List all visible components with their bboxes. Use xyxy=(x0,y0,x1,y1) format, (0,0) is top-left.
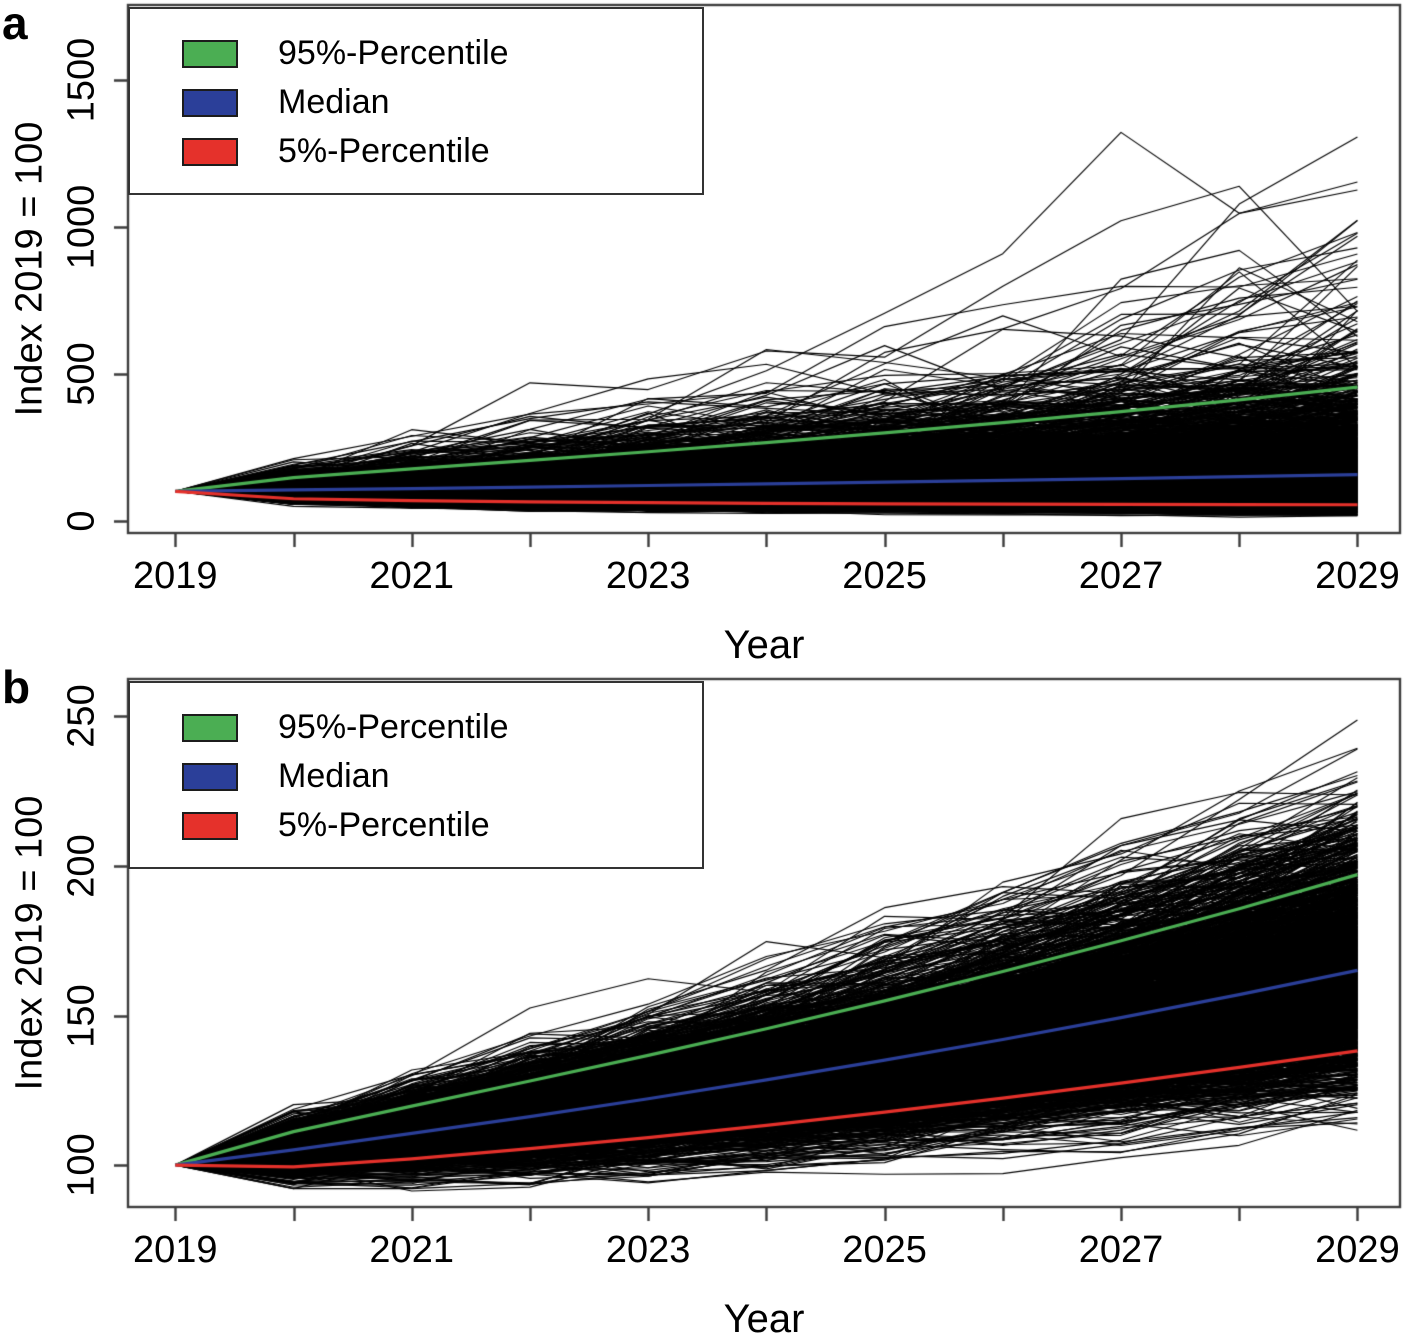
x-tick-label: 2023 xyxy=(605,555,691,597)
legend-item-median: Median xyxy=(130,78,702,127)
x-tick-label: 2027 xyxy=(1078,1229,1164,1271)
x-tick-label: 2025 xyxy=(842,555,927,597)
y-tick-label: 200 xyxy=(60,834,103,898)
x-tick-label: 2025 xyxy=(842,1229,927,1271)
legend-label: Median xyxy=(278,757,390,795)
legend-label: 95%-Percentile xyxy=(278,708,509,746)
legend-label: 5%-Percentile xyxy=(278,132,490,170)
x-tick-label: 2019 xyxy=(133,555,218,597)
x-tick-label: 2023 xyxy=(605,1229,691,1271)
x-tick-label: 2019 xyxy=(133,1229,218,1271)
panel-label-a: a xyxy=(2,0,28,49)
legend-swatch-95-percentile-icon xyxy=(182,713,238,742)
y-tick-label: 250 xyxy=(60,684,103,749)
y-tick-label: 150 xyxy=(60,983,103,1048)
y-tick-label: 500 xyxy=(60,342,103,406)
legend-item-95-percentile: 95%-Percentile xyxy=(130,29,702,78)
x-tick-label: 2021 xyxy=(369,1229,454,1271)
legend-label: 5%-Percentile xyxy=(278,806,490,844)
x-tick-label: 2029 xyxy=(1315,1229,1400,1271)
x-tick-label: 2021 xyxy=(369,555,454,597)
legend-item-5-percentile: 5%-Percentile xyxy=(130,801,702,850)
legend-item-95-percentile: 95%-Percentile xyxy=(130,703,702,752)
y-axis-title: Index 2019 = 100 xyxy=(8,121,51,417)
x-axis-title: Year xyxy=(723,1297,805,1341)
x-axis-title: Year xyxy=(723,623,805,667)
legend-swatch-median-icon xyxy=(182,88,238,117)
panel-label-b: b xyxy=(2,661,31,713)
legend-swatch-5-percentile-icon xyxy=(182,811,238,840)
legend-swatch-95-percentile-icon xyxy=(182,39,238,68)
legend-label: 95%-Percentile xyxy=(278,34,509,72)
legend: 95%-Percentile Median 5%-Percentile xyxy=(128,7,704,195)
legend-item-5-percentile: 5%-Percentile xyxy=(130,127,702,176)
y-tick-label: 1500 xyxy=(60,37,103,123)
legend: 95%-Percentile Median 5%-Percentile xyxy=(128,681,704,869)
y-axis-title: Index 2019 = 100 xyxy=(8,795,51,1091)
legend-swatch-median-icon xyxy=(182,762,238,791)
legend-swatch-5-percentile-icon xyxy=(182,137,238,166)
y-tick-label: 100 xyxy=(60,1133,103,1197)
y-tick-label: 1000 xyxy=(60,184,103,270)
y-tick-label: 0 xyxy=(60,510,103,532)
x-tick-label: 2029 xyxy=(1315,555,1400,597)
legend-label: Median xyxy=(278,83,390,121)
x-tick-label: 2027 xyxy=(1078,555,1164,597)
legend-item-median: Median xyxy=(130,752,702,801)
